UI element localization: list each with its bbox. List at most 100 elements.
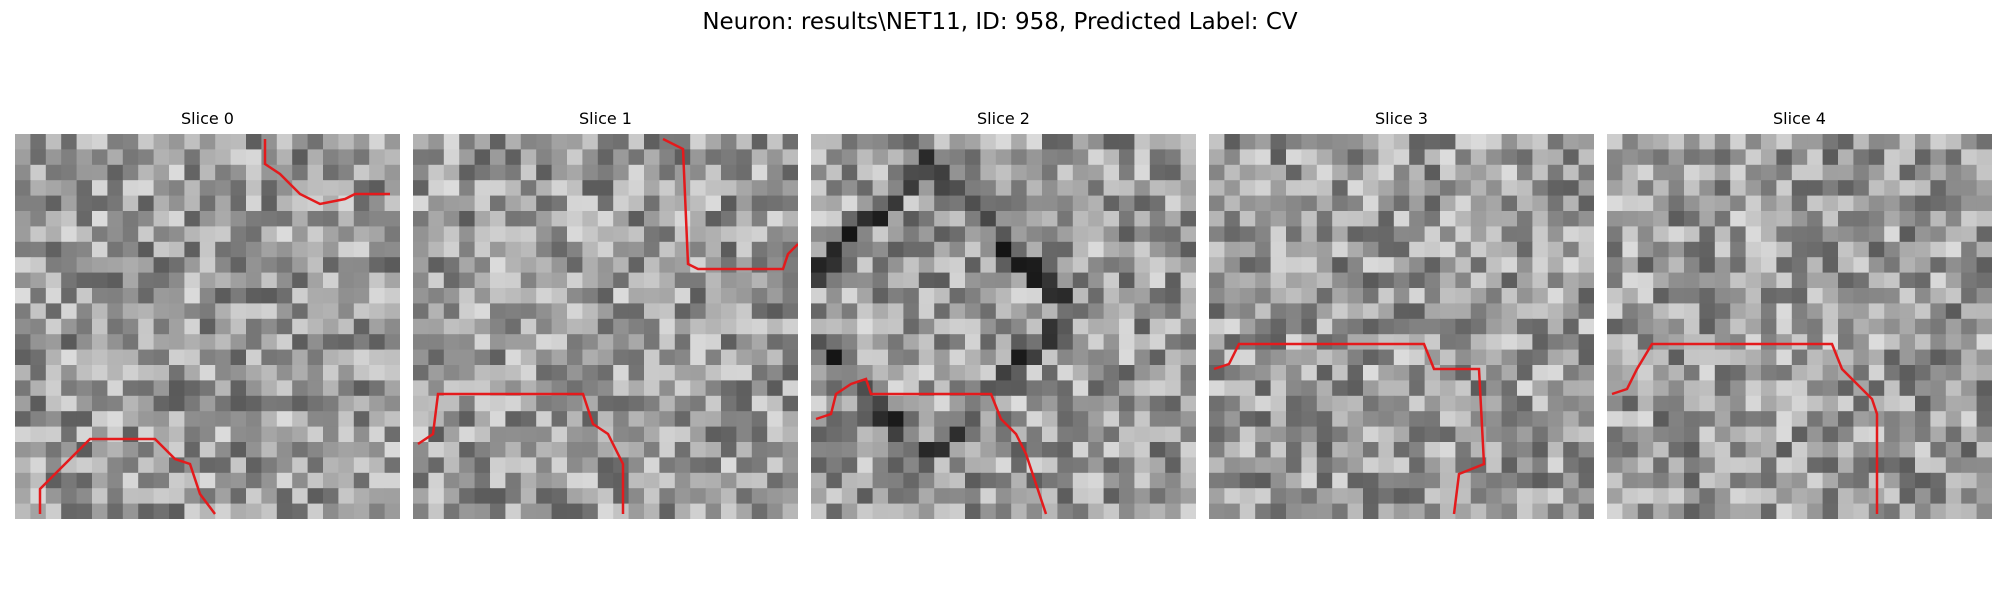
pixel-cell — [1270, 334, 1287, 351]
pixel-cell — [1668, 365, 1685, 381]
pixel-cell — [1347, 272, 1364, 289]
pixel-cell — [1486, 488, 1503, 505]
pixel-cell — [1822, 318, 1839, 335]
pixel-cell — [107, 349, 124, 366]
pixel-cell — [230, 442, 247, 458]
pixel-cell — [1915, 180, 1931, 197]
pixel-cell — [45, 488, 62, 505]
pixel-cell — [199, 411, 216, 428]
pixel-cell — [888, 211, 904, 227]
pixel-cell — [1363, 380, 1379, 397]
pixel-cell — [1822, 503, 1839, 519]
pixel-cell — [582, 226, 599, 243]
pixel-cell — [61, 457, 78, 474]
pixel-cell — [474, 472, 491, 489]
pixel-cell — [353, 180, 370, 197]
pixel-cell — [1088, 241, 1105, 258]
pixel-cell — [122, 164, 139, 181]
pixel-cell — [918, 318, 935, 335]
pixel-cell — [1239, 442, 1256, 458]
pixel-cell — [1470, 134, 1487, 150]
pixel-cell — [1776, 241, 1793, 258]
pixel-cell — [1791, 442, 1808, 458]
pixel-cell — [1149, 257, 1166, 274]
pixel-cell — [1899, 503, 1916, 519]
pixel-cell — [1119, 226, 1135, 243]
pixel-cell — [1637, 472, 1654, 489]
pixel-cell — [751, 349, 768, 366]
pixel-cell — [246, 195, 262, 212]
pixel-cell — [721, 395, 737, 412]
pixel-cell — [505, 411, 522, 428]
pixel-cell — [1714, 211, 1731, 227]
pixel-cell — [1945, 195, 1962, 212]
pixel-cell — [918, 288, 935, 304]
pixel-cell — [1042, 318, 1058, 335]
pixel-cell — [1607, 426, 1623, 443]
pixel-cell — [1730, 503, 1747, 519]
pixel-cell — [1668, 303, 1685, 320]
pixel-cell — [1470, 488, 1487, 505]
pixel-cell — [1455, 288, 1472, 304]
pixel-cell — [1239, 257, 1256, 274]
pixel-cell — [1607, 303, 1623, 320]
pixel-cell — [1072, 457, 1089, 474]
pixel-cell — [1393, 457, 1410, 474]
pixel-cell — [1578, 334, 1594, 351]
pixel-cell — [872, 288, 889, 304]
pixel-cell — [76, 395, 93, 412]
pixel-cell — [1517, 442, 1533, 458]
pixel-cell — [1486, 241, 1503, 258]
pixel-cell — [45, 334, 62, 351]
pixel-cell — [1470, 272, 1487, 289]
pixel-cell — [1301, 180, 1318, 197]
pixel-cell — [690, 180, 707, 197]
segmentation-outline — [417, 392, 625, 514]
pixel-cell — [551, 365, 568, 381]
pixel-cell — [1134, 488, 1151, 505]
pixel-cell — [1699, 365, 1716, 381]
pixel-cell — [1165, 288, 1182, 304]
pixel-cell — [949, 395, 966, 412]
pixel-cell — [413, 149, 429, 166]
pixel-cell — [1409, 457, 1426, 474]
pixel-cell — [107, 411, 124, 428]
pixel-cell — [1378, 349, 1395, 366]
pixel-cell — [597, 180, 614, 197]
pixel-cell — [1209, 149, 1225, 166]
pixel-cell — [934, 134, 951, 150]
pixel-cell — [1868, 226, 1885, 243]
pixel-cell — [1807, 195, 1824, 212]
pixel-cell — [520, 272, 537, 289]
pixel-cell — [1622, 226, 1639, 243]
pixel-cell — [1961, 442, 1978, 458]
pixel-cell — [1301, 288, 1318, 304]
pixel-cell — [1807, 488, 1824, 505]
pixel-cell — [474, 411, 491, 428]
pixel-cell — [92, 149, 108, 166]
pixel-cell — [1134, 395, 1151, 412]
pixel-cell — [1930, 226, 1947, 243]
pixel-cell — [1622, 164, 1639, 181]
pixel-cell — [246, 365, 262, 381]
pixel-cell — [567, 211, 583, 227]
pixel-cell — [1884, 226, 1901, 243]
pixel-cell — [1072, 488, 1089, 505]
pixel-cell — [76, 503, 93, 519]
pixel-cell — [1976, 149, 1992, 166]
pixel-cell — [1455, 149, 1472, 166]
pixel-cell — [199, 457, 216, 474]
pixel-cell — [1072, 395, 1089, 412]
pixel-cell — [1868, 149, 1885, 166]
pixel-cell — [230, 318, 247, 335]
pixel-cell — [628, 380, 645, 397]
pixel-cell — [1088, 180, 1105, 197]
pixel-cell — [1637, 365, 1654, 381]
pixel-cell — [138, 195, 155, 212]
pixel-cell — [767, 411, 784, 428]
pixel-cell — [628, 241, 645, 258]
pixel-cell — [246, 180, 262, 197]
pixel-cell — [428, 149, 445, 166]
pixel-cell — [30, 241, 47, 258]
pixel-cell — [857, 457, 874, 474]
